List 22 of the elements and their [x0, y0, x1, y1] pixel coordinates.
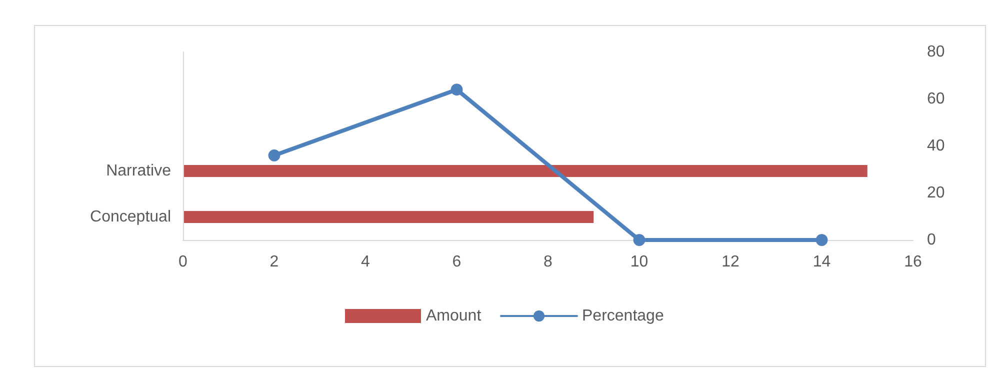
point	[268, 149, 280, 162]
y2-tick-label: 20	[927, 184, 945, 202]
point	[816, 234, 828, 246]
y-tick-label: Narrative	[106, 162, 172, 180]
x-tick-label: 16	[904, 254, 922, 270]
y2-tick-label: 60	[927, 90, 945, 108]
x-tick-label: 2	[270, 254, 279, 270]
point	[450, 84, 463, 96]
x-tick-label: 14	[812, 254, 831, 270]
legend-label: Amount	[426, 308, 482, 324]
y2-tick-label: 80	[927, 44, 945, 60]
y-tick-label: Conceptual	[90, 208, 171, 226]
x-tick-label: 8	[544, 254, 553, 270]
x-tick-label: 4	[361, 254, 370, 270]
x-tick-label: 10	[630, 254, 648, 270]
y2-tick-label: 0	[927, 232, 936, 248]
x-tick-label: 0	[178, 254, 188, 270]
point	[633, 234, 646, 246]
y2-tick-label: 40	[927, 138, 945, 154]
x-tick-label: 12	[722, 254, 740, 270]
legend-label: Percentage	[582, 308, 664, 324]
x-tick-label: 6	[452, 254, 462, 270]
